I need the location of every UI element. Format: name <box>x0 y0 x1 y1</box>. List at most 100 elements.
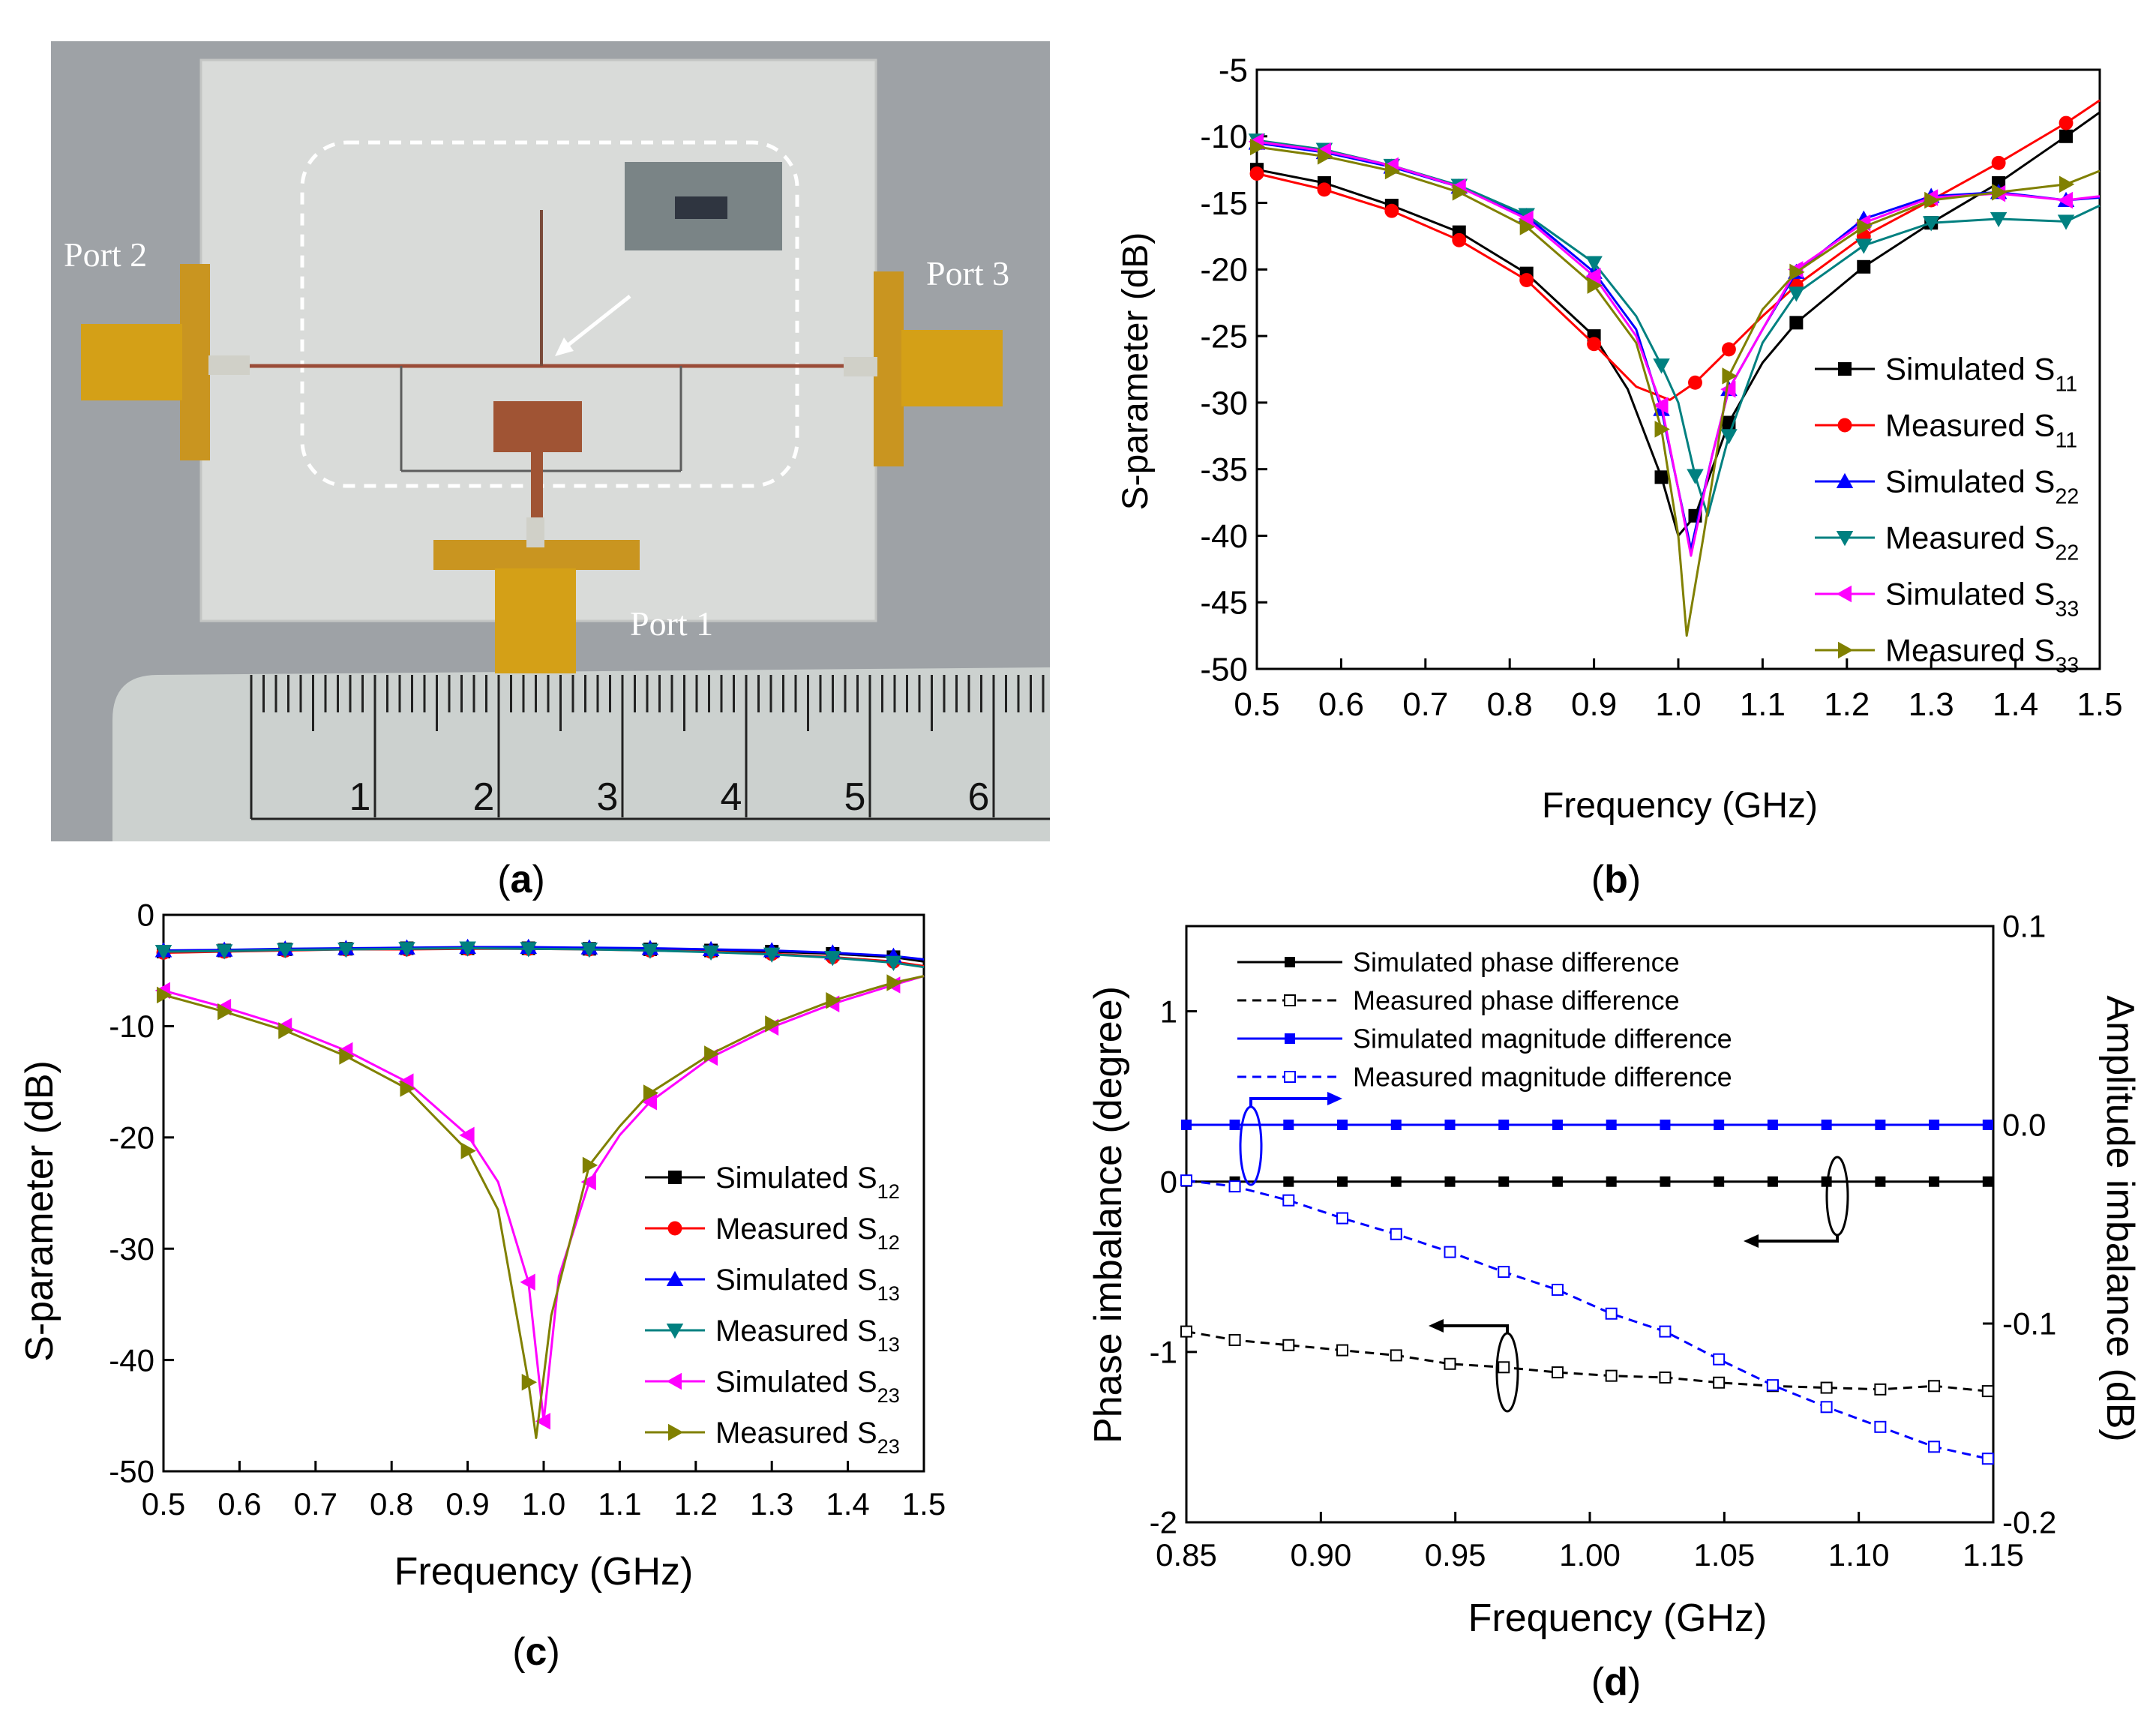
port-label: Port 1 <box>630 604 713 643</box>
data-point <box>1228 1180 1241 1193</box>
data-point <box>886 974 902 991</box>
barrel <box>495 568 576 673</box>
y-tick-label: -1 <box>1150 1335 1177 1370</box>
data-point <box>1390 1176 1402 1187</box>
data-point <box>278 1022 294 1039</box>
data-point <box>1660 1176 1671 1187</box>
data-point <box>1283 1120 1294 1130</box>
right-axis-ellipse <box>1239 1105 1263 1186</box>
left-axis-arrowhead <box>1744 1234 1759 1248</box>
data-point <box>1228 1333 1241 1346</box>
data-point <box>1283 1176 1294 1187</box>
x-tick-label: 0.8 <box>370 1486 413 1522</box>
x-axis-label: Frequency (GHz) <box>1468 1597 1768 1640</box>
data-point <box>2059 115 2074 130</box>
data-point <box>1721 342 1736 357</box>
x-tick-label: 1.3 <box>750 1486 793 1522</box>
data-point <box>1981 1385 1994 1398</box>
legend-item: Simulated S33 <box>1815 577 2079 622</box>
data-point <box>666 1270 684 1286</box>
ruler-number: 6 <box>968 775 990 819</box>
data-point <box>276 943 294 958</box>
data-point <box>1336 1212 1349 1225</box>
x-tick-label: 0.5 <box>1234 686 1279 723</box>
barrel <box>901 330 1003 406</box>
chart-c: Frequency (GHz) S-parameter (dB) 0.5 0.6 0… <box>18 898 946 1594</box>
data-point <box>1606 1120 1617 1130</box>
x-tick-label: 0.8 <box>1487 686 1533 723</box>
data-point <box>157 986 172 1004</box>
data-point <box>520 942 537 958</box>
x-tick-label: 0.7 <box>1402 686 1448 723</box>
legend-item: Simulated S11 <box>1815 352 2077 396</box>
data-point <box>1722 367 1738 385</box>
legend-item: Simulated magnitude difference <box>1237 1024 1732 1054</box>
data-point <box>2057 191 2074 209</box>
x-tick-label: 1.5 <box>2077 686 2122 723</box>
chart-d: Frequency (GHz) Phase imbalance (degree)… <box>1087 909 2142 1640</box>
left-axis-arrow <box>1440 1324 1509 1333</box>
data-point <box>1585 256 1603 271</box>
data-point <box>1687 469 1704 484</box>
series-3 <box>1248 133 2101 517</box>
x-tick-label: 1.00 <box>1559 1537 1621 1573</box>
legend-item: Measured S22 <box>1815 520 2079 565</box>
data-point <box>1990 211 2008 228</box>
data-point <box>1498 1266 1510 1279</box>
data-point <box>1838 641 1854 659</box>
data-point <box>1720 429 1738 445</box>
data-point <box>1452 232 1467 247</box>
y-tick-label: -30 <box>1200 385 1248 421</box>
legend-item: Simulated S23 <box>645 1366 900 1407</box>
data-point <box>1821 1120 1832 1130</box>
y-tick-label: -2 <box>1150 1505 1177 1540</box>
y-tick-label: -45 <box>1200 585 1248 622</box>
y-tick-label: -40 <box>1200 518 1248 555</box>
ruler: 1 2 3 4 5 6 <box>112 667 1050 841</box>
data-point <box>1654 421 1670 438</box>
legend-label: Simulated S23 <box>715 1366 900 1407</box>
data-point <box>1444 1176 1456 1187</box>
data-point <box>1928 1380 1941 1393</box>
data-point <box>1714 1120 1725 1130</box>
legend-label: Simulated S13 <box>715 1264 900 1305</box>
x-tick-label: 1.15 <box>1963 1537 2024 1573</box>
data-point <box>1337 1176 1348 1187</box>
data-point <box>1444 1246 1456 1258</box>
data-point <box>1836 531 1854 547</box>
caption-d: (d) <box>1591 1660 1641 1704</box>
data-point <box>1836 585 1852 603</box>
x-tick-label: 1.2 <box>674 1486 718 1522</box>
legend-item: Measured magnitude difference <box>1237 1062 1732 1093</box>
data-point <box>824 951 841 967</box>
legend-item: Simulated phase difference <box>1237 947 1680 978</box>
data-point <box>1181 1120 1192 1130</box>
legend-item: Simulated S13 <box>645 1264 900 1305</box>
x-tick-label: 0.85 <box>1156 1537 1217 1573</box>
inset-arrow <box>557 295 631 354</box>
legend: Simulated S12 Measured S12 Simulated S13 Me… <box>645 1162 900 1458</box>
data-point <box>1982 1120 1993 1130</box>
data-point <box>1551 1283 1564 1296</box>
legend-label: Simulated S33 <box>1885 577 2079 622</box>
y-tick-label: -5 <box>1219 52 1248 88</box>
axis-indicator-arrows <box>1239 1092 1849 1413</box>
y-tick-label: -10 <box>109 1009 154 1044</box>
data-point <box>337 943 355 958</box>
data-point <box>666 1372 682 1390</box>
legend-label: Measured S23 <box>715 1417 900 1458</box>
data-point <box>763 947 781 963</box>
left-axis-arrow <box>1755 1235 1839 1243</box>
data-point <box>459 941 476 957</box>
x-tick-label: 1.10 <box>1828 1537 1890 1573</box>
data-point <box>1838 362 1852 376</box>
legend: Simulated S11 Measured S11 Simulated S22 Me… <box>1815 352 2079 678</box>
data-point <box>1390 1349 1402 1362</box>
data-point <box>1982 1176 1993 1187</box>
data-point <box>1875 1120 1886 1130</box>
legend-item: Simulated S22 <box>1815 464 2079 508</box>
data-point <box>1929 1176 1940 1187</box>
data-point <box>1713 1353 1726 1366</box>
legend-label: Measured S33 <box>1885 633 2079 678</box>
data-point <box>1249 166 1264 181</box>
